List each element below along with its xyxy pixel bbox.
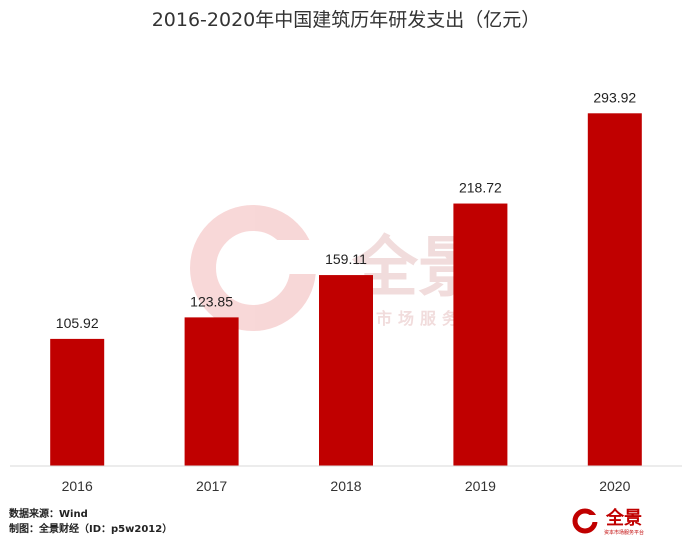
brand-logo-cut [587,515,598,522]
watermark-logo-cut [268,240,318,274]
bar-2020 [587,113,642,467]
bar-2017 [184,317,239,466]
category-label-2019: 2019 [465,478,496,494]
source-note: 数据来源：Wind [9,509,88,520]
value-label-2020: 293.92 [593,89,636,105]
category-label-2020: 2020 [599,478,630,494]
bars-group: 105.92 123.85 159.11 218.72 293.92 [50,89,642,467]
category-label-2017: 2017 [196,478,227,494]
value-label-2018: 159.11 [325,251,367,267]
category-label-2018: 2018 [330,478,361,494]
bar-2019 [453,203,508,466]
value-label-2017: 123.85 [190,293,233,309]
maker-note: 制图：全景财经（ID：p5w2012） [9,524,173,535]
category-label-2016: 2016 [62,478,93,494]
brand-logo-text: 全景 [605,507,642,529]
bar-2018 [319,275,373,466]
category-labels: 2016 2017 2018 2019 2020 [62,478,631,494]
brand-logo: 全景 资本市场服务平台 [572,507,644,536]
value-label-2016: 105.92 [56,315,99,331]
chart-title: 2016-2020年中国建筑历年研发支出（亿元） [152,9,541,31]
bar-2016 [50,338,105,466]
value-label-2019: 218.72 [459,180,502,196]
brand-logo-tagline: 资本市场服务平台 [604,529,644,536]
chart-footer: 数据来源：Wind 制图：全景财经（ID：p5w2012） [9,507,172,537]
